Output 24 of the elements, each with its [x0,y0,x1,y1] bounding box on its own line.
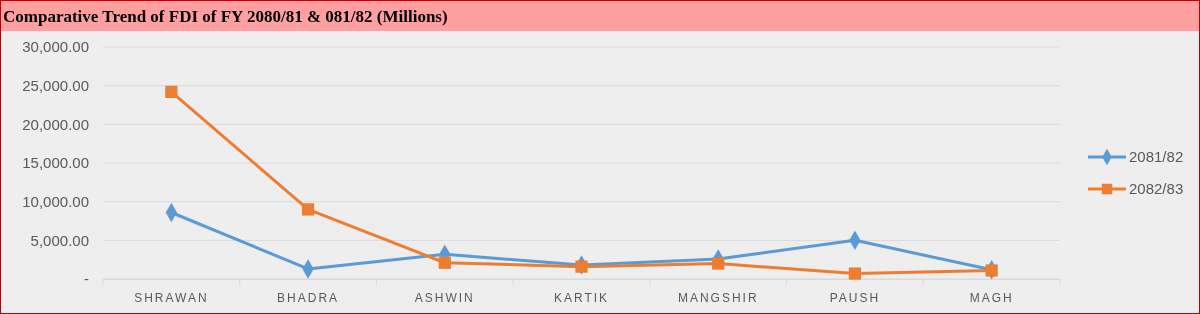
point [712,257,725,270]
y-tick-label: 10,000.00 [22,192,89,210]
y-tick-label: 15,000.00 [22,154,89,172]
x-tick-label: PAUSH [829,290,881,305]
y-tick-label: 25,000.00 [22,76,89,94]
x-tick-label: MANGSHIR [677,290,759,305]
y-tick-label: 30,000.00 [22,38,89,56]
x-tick-label: ASHWIN [414,290,475,305]
y-tick-label: - [84,270,89,288]
point [301,203,315,216]
point [165,85,178,98]
legend-label: 2081/82 [1129,148,1184,165]
chart-title: Comparative Trend of FDI of FY 2080/81 & 081/82 (Millions) [3,7,448,26]
x-tick-label: MAGH [969,290,1014,305]
y-tick-label: 20,000.00 [22,115,89,133]
x-tick-label: BHADRA [277,290,340,305]
point [985,264,998,277]
point [848,267,862,280]
x-tick-label: KARTIK [553,290,610,305]
y-tick-label: 5,000.00 [30,231,89,249]
point [575,260,588,273]
x-tick-label: SHRAWAN [134,290,209,305]
point [438,256,451,269]
legend-label: 2082/83 [1129,180,1184,197]
